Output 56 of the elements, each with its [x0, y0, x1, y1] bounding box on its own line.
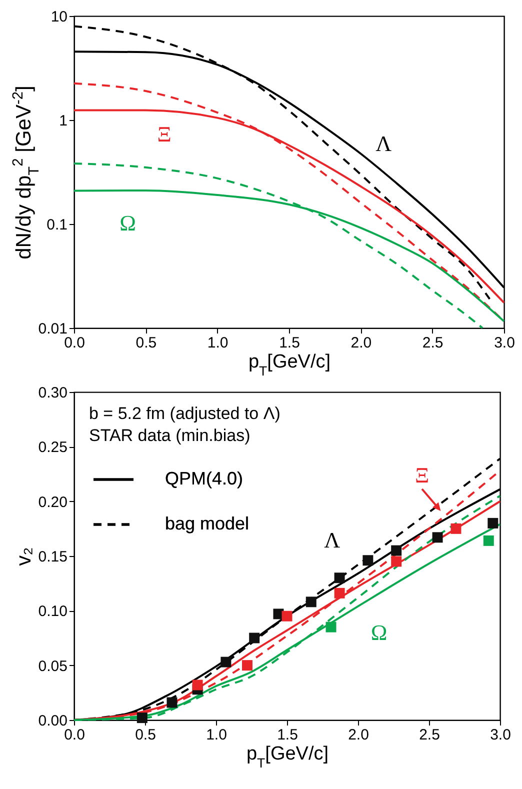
x-tick-label: 0.5	[135, 726, 156, 744]
x-tick-label: 2.0	[350, 334, 372, 352]
point	[488, 518, 498, 528]
y-tick-label: 1	[59, 112, 68, 130]
point	[334, 588, 345, 598]
annotation: Λ	[376, 130, 392, 156]
x-tick-label: 0.0	[64, 334, 85, 352]
point	[242, 660, 252, 671]
annotation: b = 5.2 fm (adjusted to Λ)	[89, 404, 280, 423]
x-tick-label: 0.5	[136, 334, 157, 352]
y-tick-label: 0.10	[38, 603, 68, 620]
annotation: Ω	[370, 620, 388, 645]
annotation: Ω	[120, 210, 136, 236]
y-tick-label: 0.30	[38, 384, 68, 402]
x-tick-label: 1.5	[277, 726, 298, 744]
point	[334, 572, 345, 584]
point	[249, 632, 260, 644]
point	[432, 532, 443, 543]
x-tick-label: 2.0	[348, 726, 369, 744]
point	[391, 556, 402, 567]
x-tick-label: 2.5	[422, 334, 444, 352]
point	[483, 535, 494, 546]
point	[192, 680, 203, 690]
y-tick-label: 10	[50, 8, 68, 26]
point	[362, 555, 374, 566]
point	[136, 712, 148, 724]
y-tick-label: 0.01	[38, 320, 68, 338]
legend-label: QPM(4.0)	[165, 468, 244, 488]
y-tick-label: 0.15	[38, 548, 68, 566]
y-tick-label: 0.20	[38, 494, 68, 511]
annotation: Ξ	[157, 122, 172, 147]
y-tick-label: 0.00	[38, 712, 68, 730]
point	[391, 545, 402, 556]
point	[326, 622, 336, 632]
y-tick-label: 0.05	[38, 658, 68, 675]
point	[166, 697, 178, 708]
point	[282, 610, 292, 622]
x-tick-label: 3.0	[490, 726, 511, 744]
x-axis-title: p$_{T}$[GeV/c]	[246, 744, 329, 770]
y-tick-label: 0.25	[38, 439, 68, 456]
x-tick-label: 1.5	[279, 334, 300, 352]
legend-label: bag model	[165, 514, 250, 534]
x-tick-label: 1.0	[206, 726, 227, 744]
point	[306, 596, 316, 608]
y-axis-title: v₂	[12, 547, 36, 566]
x-tick-label: 2.5	[419, 726, 440, 744]
x-tick-label: 3.0	[494, 334, 515, 352]
x-axis-title: p$_{T}$[GeV/c]	[248, 352, 331, 378]
x-tick-label: 1.0	[207, 334, 228, 352]
annotation: STAR data (min.bias)	[89, 426, 250, 445]
y-tick-label: 0.1	[46, 216, 68, 234]
point	[450, 523, 462, 534]
annotation: Ξ	[414, 462, 430, 488]
point	[220, 656, 232, 668]
x-tick-label: 0.0	[64, 726, 85, 744]
annotation: Λ	[324, 527, 340, 552]
